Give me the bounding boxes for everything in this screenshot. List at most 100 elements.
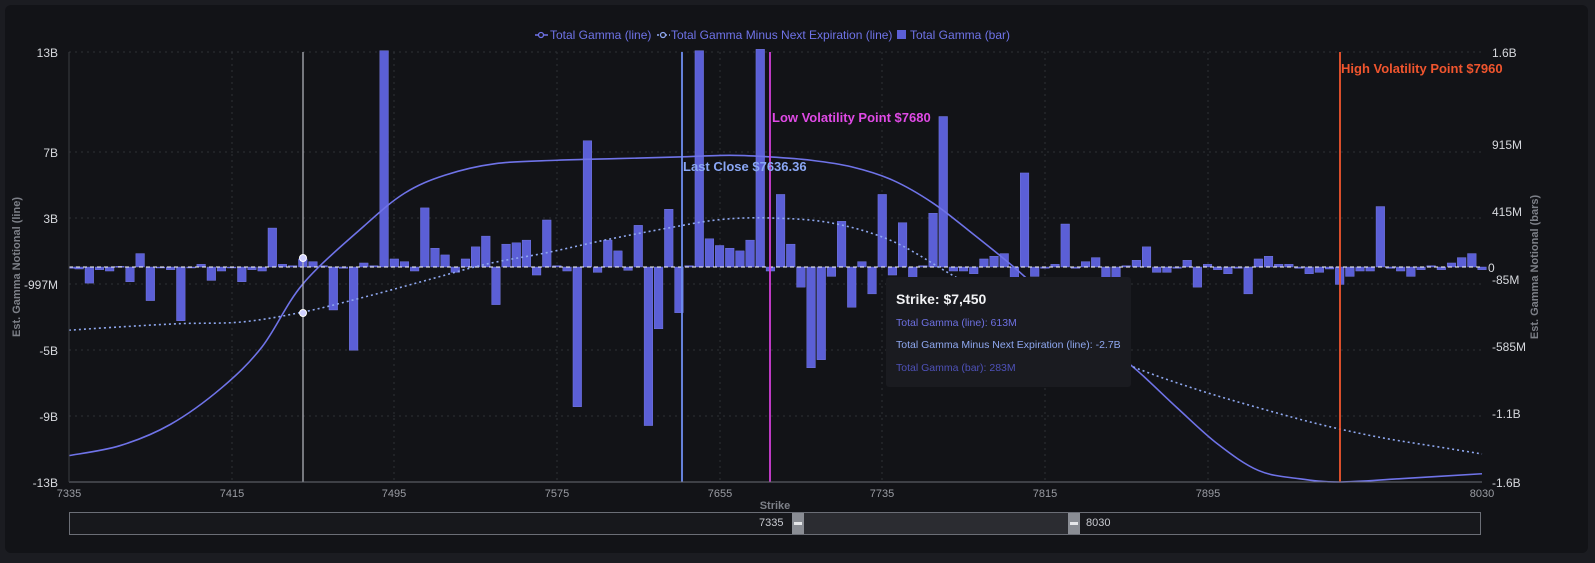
gamma-bar[interactable] xyxy=(633,225,643,268)
gamma-bar[interactable] xyxy=(593,266,603,273)
gamma-bar[interactable] xyxy=(1467,253,1477,268)
legend-item-minus-next-line[interactable]: Total Gamma Minus Next Expiration (line) xyxy=(657,28,892,42)
gamma-bar[interactable] xyxy=(755,49,765,268)
gamma-bar[interactable] xyxy=(786,243,796,268)
gamma-bar[interactable] xyxy=(735,250,745,268)
gamma-bar[interactable] xyxy=(715,245,725,268)
gamma-bar[interactable] xyxy=(725,247,735,268)
gamma-bar[interactable] xyxy=(1162,266,1172,273)
gamma-bar[interactable] xyxy=(664,209,674,268)
gamma-bar[interactable] xyxy=(145,266,155,301)
bar-series[interactable] xyxy=(68,49,1487,426)
gamma-bar[interactable] xyxy=(135,253,145,268)
gamma-bar[interactable] xyxy=(1070,266,1080,269)
gamma-bar[interactable] xyxy=(796,266,806,288)
zoom-slider[interactable]: 7335 8030 xyxy=(69,512,1481,535)
gamma-bar[interactable] xyxy=(857,261,867,268)
gamma-bar[interactable] xyxy=(1426,265,1436,268)
gamma-bar[interactable] xyxy=(1081,261,1091,268)
gamma-bar[interactable] xyxy=(1406,266,1416,277)
gamma-bar[interactable] xyxy=(328,266,338,311)
gamma-bar[interactable] xyxy=(1264,256,1274,268)
gamma-bar[interactable] xyxy=(1274,264,1284,268)
gamma-bar[interactable] xyxy=(928,213,938,268)
gamma-bar[interactable] xyxy=(552,265,562,268)
gamma-bar[interactable] xyxy=(877,194,887,268)
gamma-bar[interactable] xyxy=(196,264,206,268)
gamma-bar[interactable] xyxy=(1477,266,1487,270)
gamma-bar[interactable] xyxy=(1345,266,1355,277)
gamma-bar[interactable] xyxy=(257,266,267,272)
gamma-bar[interactable] xyxy=(847,266,857,308)
gamma-bar[interactable] xyxy=(349,266,359,351)
gamma-bar[interactable] xyxy=(562,266,572,272)
gamma-bar[interactable] xyxy=(216,266,227,272)
gamma-bar[interactable] xyxy=(1355,266,1365,272)
gamma-bar[interactable] xyxy=(1223,266,1233,274)
gamma-bar[interactable] xyxy=(959,266,969,272)
gamma-bar[interactable] xyxy=(979,258,989,268)
gamma-bar[interactable] xyxy=(267,227,277,268)
gamma-bar[interactable] xyxy=(1152,266,1162,273)
gamma-bar[interactable] xyxy=(654,266,664,330)
gamma-bar[interactable] xyxy=(1182,260,1192,268)
minus-next-expiration-line[interactable] xyxy=(68,216,1483,455)
gamma-bar[interactable] xyxy=(410,266,420,272)
gamma-bar[interactable] xyxy=(420,207,430,268)
total-gamma-line[interactable] xyxy=(68,154,1483,483)
gamma-bar[interactable] xyxy=(1060,223,1070,268)
gamma-bar[interactable] xyxy=(948,266,958,272)
gamma-bar[interactable] xyxy=(918,265,928,268)
gamma-bar[interactable] xyxy=(501,243,511,268)
zoom-selection[interactable] xyxy=(798,513,1068,534)
gamma-bar[interactable] xyxy=(440,254,450,268)
gamma-bar[interactable] xyxy=(999,253,1009,268)
zoom-end-handle[interactable] xyxy=(1068,513,1080,534)
gamma-bar[interactable] xyxy=(1131,260,1141,268)
gamma-bar[interactable] xyxy=(643,266,653,426)
gamma-bar[interactable] xyxy=(1375,206,1385,268)
gamma-bar[interactable] xyxy=(806,266,816,368)
gamma-bar[interactable] xyxy=(837,221,847,268)
gamma-bar[interactable] xyxy=(125,266,135,282)
gamma-bar[interactable] xyxy=(288,265,298,268)
legend-item-total-gamma-line[interactable]: Total Gamma (line) xyxy=(535,28,651,42)
gamma-bar[interactable] xyxy=(989,256,999,268)
gamma-bar[interactable] xyxy=(816,266,826,360)
gamma-bar[interactable] xyxy=(1314,266,1324,273)
gamma-bar[interactable] xyxy=(776,194,786,268)
gamma-bar[interactable] xyxy=(1020,172,1030,268)
legend[interactable]: Total Gamma (line) Total Gamma Minus Nex… xyxy=(535,28,1010,42)
gamma-bar[interactable] xyxy=(684,265,694,268)
gamma-bar[interactable] xyxy=(938,116,948,268)
gamma-bar[interactable] xyxy=(1294,266,1304,269)
gamma-bar[interactable] xyxy=(867,266,877,295)
gamma-bar[interactable] xyxy=(1243,266,1253,295)
gamma-bar[interactable] xyxy=(1396,266,1406,272)
gamma-bar[interactable] xyxy=(1365,266,1375,272)
gamma-bar[interactable] xyxy=(176,266,186,321)
gamma-bar[interactable] xyxy=(887,266,897,276)
gamma-bar[interactable] xyxy=(613,250,623,268)
gamma-bar[interactable] xyxy=(704,238,714,268)
gamma-bar[interactable] xyxy=(1203,264,1213,268)
gamma-bar[interactable] xyxy=(471,246,481,268)
gamma-bar[interactable] xyxy=(521,239,531,268)
gamma-bar[interactable] xyxy=(1385,266,1396,269)
gamma-bar[interactable] xyxy=(359,262,369,268)
gamma-bar[interactable] xyxy=(460,258,470,268)
gamma-bar[interactable] xyxy=(1457,257,1467,268)
gamma-bar[interactable] xyxy=(105,266,115,272)
gamma-bar[interactable] xyxy=(572,266,582,407)
gamma-bar[interactable] xyxy=(430,247,440,268)
gamma-bar[interactable] xyxy=(826,266,836,277)
gamma-bar[interactable] xyxy=(379,50,389,268)
gamma-bar[interactable] xyxy=(532,266,542,276)
gamma-bar[interactable] xyxy=(1253,258,1263,268)
gamma-bar[interactable] xyxy=(1192,266,1202,288)
gamma-bar[interactable] xyxy=(1142,246,1152,268)
gamma-bar[interactable] xyxy=(542,219,552,268)
legend-item-total-gamma-bar[interactable]: Total Gamma (bar) xyxy=(897,28,1010,42)
gamma-bar[interactable] xyxy=(399,261,409,268)
gamma-bar[interactable] xyxy=(308,261,318,268)
